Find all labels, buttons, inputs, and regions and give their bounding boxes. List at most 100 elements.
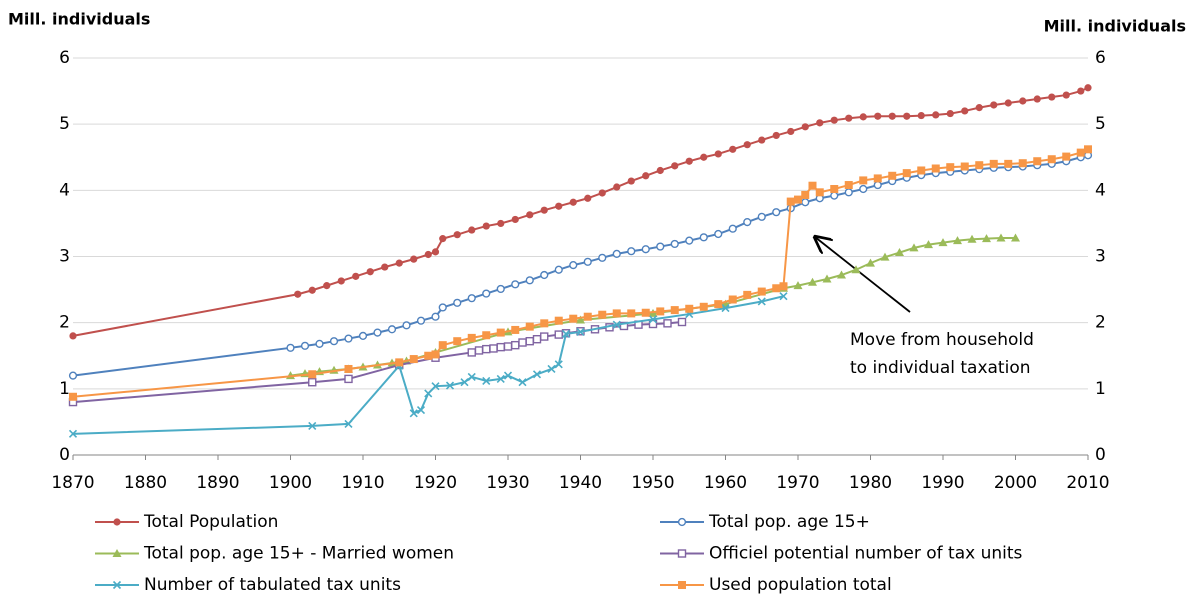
x-tick-label: 1970 [776,473,819,493]
marker [329,337,339,346]
marker [467,294,476,303]
marker [337,277,345,285]
marker [801,198,810,207]
marker [917,166,926,175]
x-tick-label: 1880 [124,473,167,493]
y2-tick-label: 6 [1095,48,1106,68]
marker [68,429,78,438]
marker [677,317,687,327]
marker [642,172,650,180]
marker [554,330,563,339]
series-line [72,154,1089,377]
marker [1011,233,1020,242]
marker [482,344,491,354]
x-tick-label: 1980 [849,473,892,493]
x-tick-label: 1990 [921,473,964,493]
marker [453,231,461,239]
marker [344,374,353,384]
marker [540,319,549,328]
marker [779,292,788,301]
legend-label: Number of tabulated tax units [144,575,401,595]
marker [619,321,629,331]
marker [613,183,621,191]
marker [112,549,122,557]
marker [358,331,368,341]
marker [1084,145,1092,154]
y2-tick-label: 1 [1095,379,1106,399]
marker [932,111,940,119]
y-tick-label: 5 [59,114,70,134]
marker [532,335,542,344]
marker [518,338,527,347]
y-tick-label: 0 [59,445,70,465]
marker [569,314,578,323]
marker [670,306,679,315]
marker [1062,91,1070,99]
marker [518,378,527,387]
marker [424,351,433,360]
marker [859,184,868,194]
marker [431,382,440,391]
marker [627,309,636,318]
legend-label: Total Population [143,512,278,532]
marker [540,332,549,341]
marker [794,195,802,204]
marker [526,211,534,219]
marker [344,419,353,428]
marker [438,303,447,312]
marker [1062,152,1071,161]
marker [685,157,693,165]
marker [308,286,316,294]
marker [721,304,730,313]
marker [953,236,962,245]
marker [453,337,462,346]
y-tick-label: 6 [59,48,70,68]
y2-tick-label: 4 [1095,180,1106,200]
marker [902,169,911,178]
marker [395,259,403,267]
legend-label: Total pop. age 15+ [708,512,870,532]
marker [917,111,925,120]
marker [482,376,491,385]
marker [352,272,360,280]
marker [931,164,940,173]
marker [656,242,665,251]
marker [816,119,824,127]
y-tick-label: 4 [59,180,70,200]
marker [1004,99,1012,107]
marker [482,331,491,340]
marker [787,127,795,136]
x-tick-label: 1940 [559,473,602,493]
marker [830,191,839,200]
marker [474,346,484,355]
marker [569,261,578,270]
y-axis-title: Mill. individuals [8,10,150,29]
marker [967,234,977,243]
marker [641,245,650,254]
marker [880,252,890,261]
marker [859,176,868,185]
marker [743,141,751,149]
marker [584,194,592,202]
marker [468,226,476,234]
marker [728,295,737,304]
marker [68,371,78,380]
marker [511,325,520,334]
marker [699,302,708,311]
marker [511,340,520,350]
marker [467,348,476,357]
y-tick-label: 3 [59,247,70,267]
marker [482,289,491,298]
marker [757,212,766,221]
marker [439,235,447,243]
marker [830,185,839,194]
marker [656,166,664,175]
marker [946,163,955,172]
marker [975,161,984,170]
marker [743,217,752,227]
marker [1077,87,1085,95]
series-line [72,86,1089,337]
marker [779,282,788,291]
marker [532,370,542,379]
marker [627,247,636,256]
